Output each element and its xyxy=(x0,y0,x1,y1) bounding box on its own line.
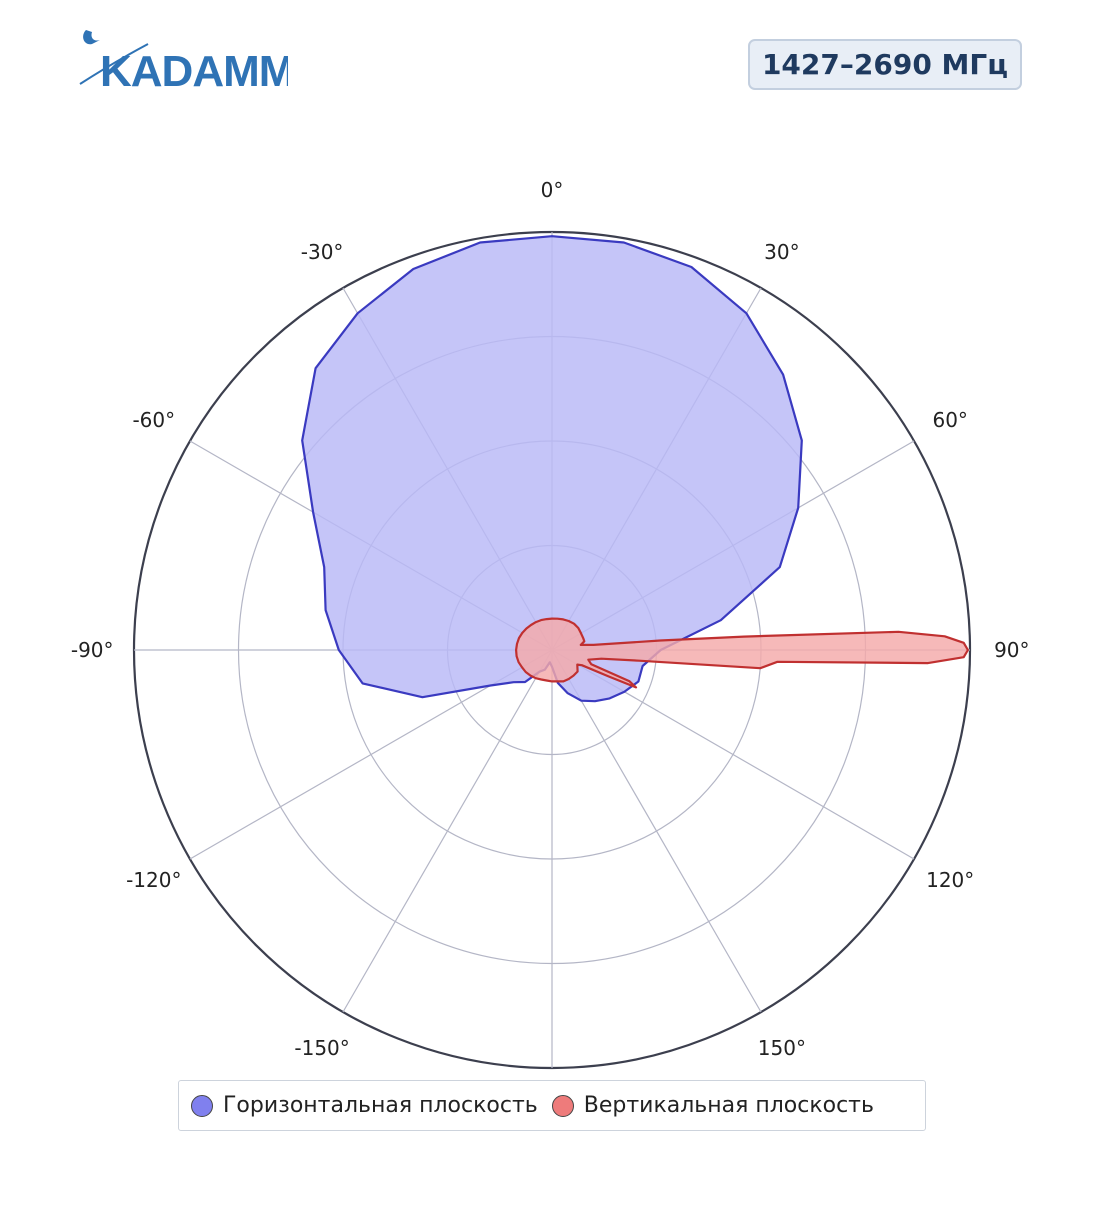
angular-tick-label: 90° xyxy=(994,638,1029,662)
logo-swoosh xyxy=(83,30,100,45)
angular-tick-label: -30° xyxy=(301,240,344,264)
legend-item-horizontal: Горизонтальная плоскость xyxy=(191,1093,538,1118)
series-layer xyxy=(301,235,970,703)
angular-tick-label: 0° xyxy=(541,178,564,202)
angular-tick-label: 60° xyxy=(932,408,967,432)
frequency-badge: 1427–2690 МГц xyxy=(748,39,1022,90)
legend-label-horizontal: Горизонтальная плоскость xyxy=(223,1093,538,1118)
legend-marker-horizontal xyxy=(191,1094,213,1117)
polar-grid-spoke xyxy=(551,649,762,1013)
angular-tick-label: 150° xyxy=(758,1036,806,1060)
frequency-label: 1427–2690 МГц xyxy=(761,48,1009,81)
angular-tick-label: 120° xyxy=(926,868,974,892)
legend-label-vertical: Вертикальная плоскость xyxy=(583,1093,874,1118)
angular-tick-label: -60° xyxy=(132,408,175,432)
legend: Горизонтальная плоскость Вертикальная пл… xyxy=(178,1080,926,1131)
logo-text: KADAMM xyxy=(100,47,288,92)
angular-tick-label: -120° xyxy=(126,868,181,892)
angular-tick-label: -90° xyxy=(71,638,114,662)
angular-tick-label: 30° xyxy=(764,240,799,264)
angular-tick-labels: 0° 30° 60° 90° 120° 150° -150° -120° -90° -60° -30… xyxy=(71,178,1030,1060)
series-polygon-vertical xyxy=(514,617,970,689)
kadamm-logo: KADAMM xyxy=(79,30,288,92)
legend-item-vertical: Вертикальная плоскость xyxy=(551,1093,874,1118)
logo-arc xyxy=(79,43,149,85)
polar-grid-spoke xyxy=(342,649,553,1013)
legend-marker-vertical xyxy=(551,1094,574,1117)
angular-tick-label: -150° xyxy=(294,1036,349,1060)
